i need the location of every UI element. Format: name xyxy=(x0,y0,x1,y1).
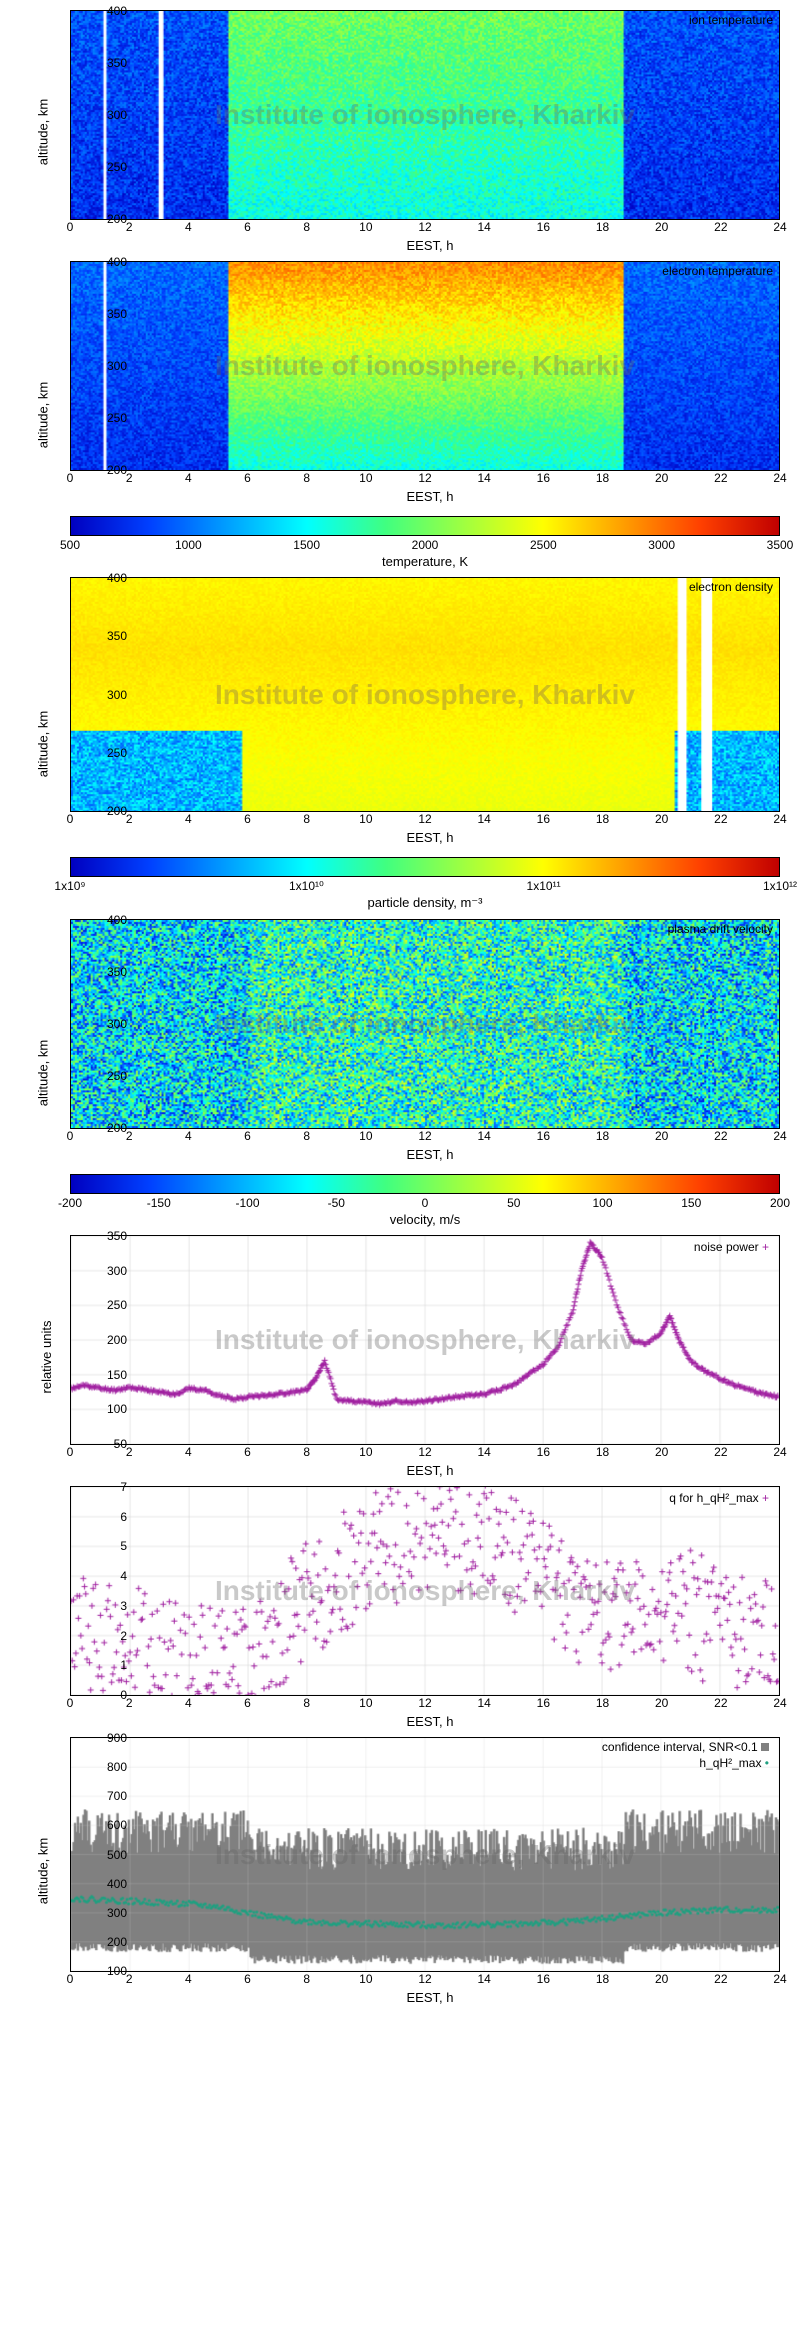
xticks: 024681012141618202224 xyxy=(70,812,780,828)
xlabel: EEST, h xyxy=(70,489,790,504)
cbticks: 500100015002000250030003500 xyxy=(70,538,780,554)
legend1: confidence interval, SNR<0.1 xyxy=(602,1740,769,1754)
ion-temp-canvas xyxy=(71,11,779,219)
electron-density-panel: altitude, km 200250300350400 electron de… xyxy=(10,577,790,911)
xlabel: EEST, h xyxy=(70,1147,790,1162)
panel-title: ion temperature xyxy=(689,13,773,27)
xticks: 024681012141618202224 xyxy=(70,1129,780,1145)
yticks: 100200300400500600700800900 xyxy=(101,1738,129,1971)
q-factor-canvas xyxy=(71,1487,779,1695)
drift-velocity-canvas xyxy=(71,920,779,1128)
xticks: 024681012141618202224 xyxy=(70,1972,780,1988)
xlabel: EEST, h xyxy=(70,1714,790,1729)
confidence-plot: 100200300400500600700800900 confidence i… xyxy=(70,1737,780,1972)
panel-title: electron temperature xyxy=(662,264,773,278)
xlabel: EEST, h xyxy=(70,1990,790,2005)
ylabel: altitude, km xyxy=(36,1838,51,1904)
electron-temp-canvas xyxy=(71,262,779,470)
electron-temp-plot: 200250300350400 electron temperature Ins… xyxy=(70,261,780,471)
ylabel: altitude, km xyxy=(36,382,51,448)
xlabel: EEST, h xyxy=(70,1463,790,1478)
confidence-canvas xyxy=(71,1738,779,1971)
yticks: 200250300350400 xyxy=(101,920,129,1128)
legend2: h_qH²_max • xyxy=(699,1756,769,1770)
confidence-panel: altitude, km 100200300400500600700800900… xyxy=(10,1737,790,2005)
ion-temperature-panel: altitude, km 200250300350400 ion tempera… xyxy=(10,10,790,253)
temperature-colorbar-wrap: 500100015002000250030003500 temperature,… xyxy=(70,516,780,569)
xticks: 024681012141618202224 xyxy=(70,471,780,487)
drift-velocity-panel: altitude, km 200250300350400 plasma drif… xyxy=(10,919,790,1227)
q-factor-panel: 01234567 q for h_qH²_max + Institute of … xyxy=(10,1486,790,1729)
electron-density-plot: 200250300350400 electron density Institu… xyxy=(70,577,780,812)
temperature-colorbar xyxy=(70,516,780,536)
velocity-colorbar-wrap: -200-150-100-50050100150200 velocity, m/… xyxy=(70,1174,780,1227)
cblabel: velocity, m/s xyxy=(70,1212,780,1227)
xticks: 024681012141618202224 xyxy=(70,1445,780,1461)
cbticks: -200-150-100-50050100150200 xyxy=(70,1196,780,1212)
panel-title: plasma drift velocity xyxy=(668,922,773,936)
ylabel: altitude, km xyxy=(36,98,51,164)
xlabel: EEST, h xyxy=(70,830,790,845)
electron-density-canvas xyxy=(71,578,779,811)
legend: noise power + xyxy=(694,1240,769,1254)
noise-power-canvas xyxy=(71,1236,779,1444)
yticks: 200250300350400 xyxy=(101,11,129,219)
yticks: 50100150200250300350 xyxy=(101,1236,129,1444)
density-colorbar-wrap: 1x10⁹1x10¹⁰1x10¹¹1x10¹² particle density… xyxy=(70,857,780,911)
electron-temperature-panel: altitude, km 200250300350400 electron te… xyxy=(10,261,790,569)
density-colorbar xyxy=(70,857,780,877)
ylabel: altitude, km xyxy=(36,711,51,777)
q-factor-plot: 01234567 q for h_qH²_max + Institute of … xyxy=(70,1486,780,1696)
yticks: 200250300350400 xyxy=(101,578,129,811)
yticks: 200250300350400 xyxy=(101,262,129,470)
ylabel: altitude, km xyxy=(36,1040,51,1106)
xticks: 024681012141618202224 xyxy=(70,220,780,236)
velocity-colorbar xyxy=(70,1174,780,1194)
noise-power-panel: relative units 50100150200250300350 nois… xyxy=(10,1235,790,1478)
cbticks: 1x10⁹1x10¹⁰1x10¹¹1x10¹² xyxy=(70,879,780,895)
drift-velocity-plot: 200250300350400 plasma drift velocity In… xyxy=(70,919,780,1129)
yticks: 01234567 xyxy=(101,1487,129,1695)
cblabel: temperature, K xyxy=(70,554,780,569)
cblabel: particle density, m⁻³ xyxy=(70,895,780,911)
ion-temp-plot: 200250300350400 ion temperature Institut… xyxy=(70,10,780,220)
ylabel: relative units xyxy=(39,1320,54,1393)
xlabel: EEST, h xyxy=(70,238,790,253)
noise-power-plot: 50100150200250300350 noise power + Insti… xyxy=(70,1235,780,1445)
xticks: 024681012141618202224 xyxy=(70,1696,780,1712)
panel-title: electron density xyxy=(689,580,773,594)
legend: q for h_qH²_max + xyxy=(669,1491,769,1505)
